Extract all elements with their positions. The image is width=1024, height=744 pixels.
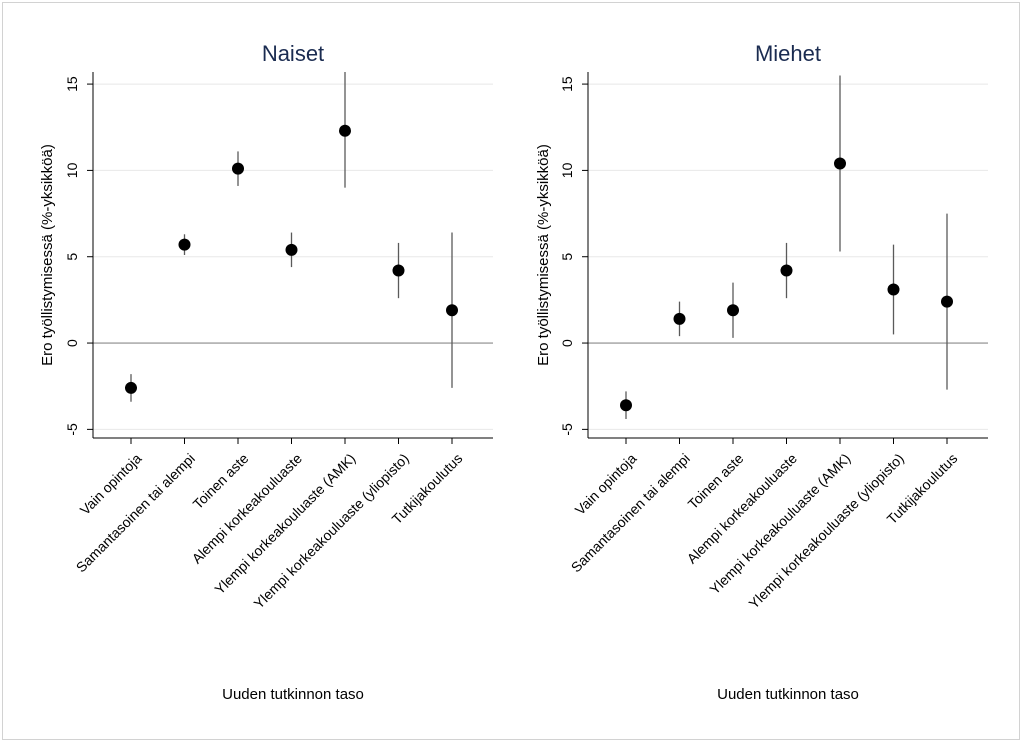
panel-naiset: Naiset -5 0 5 10 15 Ero työllistymisessä (%-yk… — [39, 41, 493, 703]
point-estimate — [673, 312, 686, 325]
point-estimate — [125, 381, 137, 394]
point-estimate — [780, 264, 793, 277]
x-axis-title: Uuden tutkinnon taso — [717, 686, 859, 703]
point-estimate — [834, 157, 846, 170]
y-tick-label: 10 — [64, 162, 80, 178]
y-axis-title: Ero työllistymisessä (%-yksikköä) — [39, 144, 56, 366]
point-estimate — [232, 162, 244, 175]
point-estimate — [339, 124, 351, 137]
y-tick-label: 15 — [64, 76, 80, 92]
y-tick-label: 0 — [64, 339, 80, 347]
y-tick-label: 5 — [64, 253, 80, 261]
y-axis-title: Ero työllistymisessä (%-yksikköä) — [535, 144, 552, 366]
point-estimate — [727, 304, 739, 317]
panel-title: Miehet — [755, 41, 821, 66]
y-tick-label: 15 — [559, 76, 575, 92]
point-estimate — [446, 304, 458, 317]
panel-title: Naiset — [262, 41, 324, 66]
point-estimate — [941, 295, 953, 308]
y-tick-label: 5 — [559, 253, 575, 261]
y-tick-label: 10 — [559, 162, 575, 178]
point-estimate — [887, 283, 900, 296]
x-axis-title: Uuden tutkinnon taso — [222, 686, 364, 703]
point-estimate — [620, 399, 632, 412]
point-estimate — [392, 264, 405, 277]
y-tick-label: -5 — [64, 423, 80, 436]
panel-miehet: Miehet -5 0 5 10 15 Ero työllistymisessä (%-yk… — [535, 41, 988, 703]
y-tick-label: 0 — [559, 339, 575, 347]
point-estimate — [285, 243, 298, 256]
point-estimate — [178, 238, 191, 251]
y-tick-label: -5 — [559, 423, 575, 436]
